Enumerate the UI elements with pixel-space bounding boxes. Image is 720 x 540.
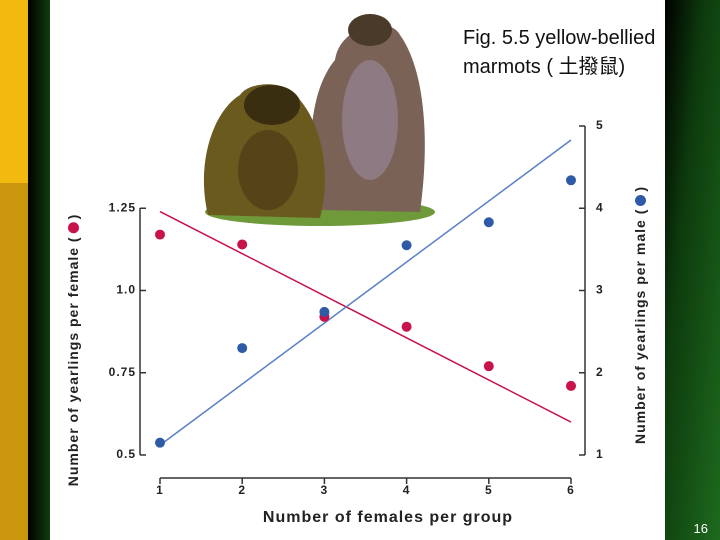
decor-bar bbox=[665, 0, 720, 540]
data-point bbox=[155, 229, 165, 240]
data-point bbox=[155, 437, 165, 448]
y-axis-label-text: ) bbox=[65, 213, 81, 220]
data-point bbox=[566, 380, 576, 391]
data-point bbox=[401, 240, 412, 251]
y2-axis-label-text: Number of yearlings per male ( bbox=[632, 208, 648, 445]
y2-tick-label: 4 bbox=[596, 200, 604, 214]
trend-line bbox=[159, 210, 572, 423]
x-tick-label: 2 bbox=[238, 483, 246, 497]
decor-bar bbox=[0, 183, 28, 540]
data-point bbox=[237, 343, 248, 354]
chart-title: Fig. 5.5 yellow-bellied marmots ( 土撥鼠) bbox=[463, 27, 656, 78]
y-tick-label: 0.5 bbox=[116, 447, 136, 461]
x-tick-label: 1 bbox=[156, 483, 164, 497]
y2-tick-label: 3 bbox=[596, 283, 604, 297]
x-tick-label: 4 bbox=[403, 483, 411, 497]
y2-tick-label: 2 bbox=[596, 365, 604, 379]
y-axis-label-text: Number of yearlings per female ( bbox=[65, 236, 81, 487]
y2-axis-label-text: ) bbox=[632, 185, 648, 192]
decor-bar bbox=[0, 0, 28, 183]
x-axis-label: Number of females per group bbox=[262, 509, 514, 526]
x-tick-label: 3 bbox=[321, 483, 329, 497]
y-axis-label: Number of yearlings per female () bbox=[65, 214, 81, 487]
decor-bar bbox=[28, 0, 50, 540]
y2-axis-label: Number of yearlings per male () bbox=[632, 186, 648, 444]
data-point bbox=[483, 361, 494, 372]
x-tick-label: 5 bbox=[485, 483, 493, 497]
marmot-illustration bbox=[203, 14, 435, 226]
page-number: 16 bbox=[693, 521, 708, 536]
legend-marker bbox=[634, 194, 646, 206]
y-tick-label: 1.25 bbox=[109, 200, 136, 214]
data-point bbox=[237, 239, 248, 250]
trend-line bbox=[159, 139, 572, 446]
data-point bbox=[566, 175, 576, 186]
data-point bbox=[401, 321, 412, 332]
y2-tick-label: 5 bbox=[596, 118, 604, 132]
y-tick-label: 1.0 bbox=[116, 283, 136, 297]
x-tick-label: 6 bbox=[567, 483, 575, 497]
data-point bbox=[319, 306, 330, 317]
legend-marker bbox=[67, 222, 79, 234]
y2-tick-label: 1 bbox=[596, 447, 604, 461]
data-point bbox=[483, 217, 494, 228]
y-tick-label: 0.75 bbox=[109, 365, 136, 379]
